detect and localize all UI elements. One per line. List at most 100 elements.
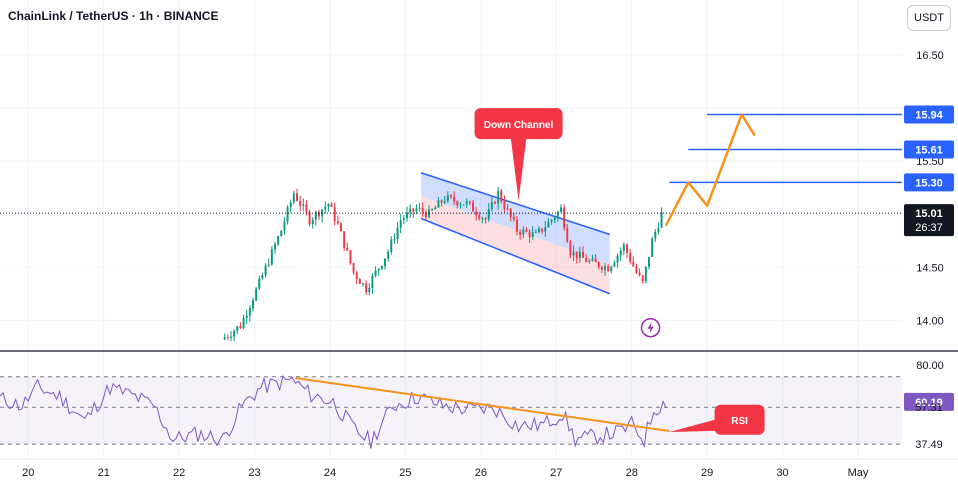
candle-down	[421, 207, 424, 213]
chart-title: ChainLink / TetherUS · 1h · BINANCE	[8, 9, 219, 23]
candle-down	[478, 215, 481, 219]
channel-lower-fill	[421, 195, 610, 294]
candle-up	[371, 275, 374, 288]
channel-upper-line	[420, 172, 610, 236]
candle-up	[644, 266, 647, 282]
candle-down	[541, 228, 544, 232]
candle-down	[412, 208, 415, 212]
down-channel-callout	[474, 108, 563, 140]
projection-line	[665, 113, 756, 227]
level-badge-label: 15.30	[915, 177, 943, 189]
rsi-value-label: 60.19	[915, 397, 943, 409]
last-price-label: 15.01	[915, 208, 943, 220]
candle-down	[333, 206, 336, 222]
candle-up	[572, 251, 575, 256]
candle-down	[585, 257, 588, 263]
candle-up	[245, 315, 248, 318]
candle-up	[258, 278, 261, 289]
candle-up	[443, 200, 446, 203]
candle-down	[519, 231, 522, 235]
candle-up	[321, 209, 324, 217]
axes: 14.00 14.50 15.50 16.50 15.30 15.61 15.94 15.01…	[0, 50, 958, 479]
candle-up	[374, 270, 377, 276]
candle-up	[588, 260, 591, 263]
candle-down	[352, 263, 355, 273]
rsi-level-label: 37.49	[915, 439, 943, 451]
time-axis-label: 20	[22, 467, 34, 479]
candle-up	[314, 211, 317, 220]
candle-down	[594, 258, 597, 263]
candle-up	[393, 239, 396, 241]
candle-up	[292, 193, 295, 203]
candle-down	[566, 227, 569, 242]
candle-down	[597, 262, 600, 268]
candle-up	[622, 244, 625, 251]
level-badge-label: 15.94	[915, 110, 943, 122]
candle-up	[560, 207, 562, 212]
candle-up	[465, 201, 468, 205]
level-badge	[904, 105, 954, 124]
candle-down	[330, 203, 333, 207]
rsi-callout	[714, 404, 765, 435]
candle-up	[267, 264, 270, 266]
candle-up	[553, 217, 556, 220]
candle-down	[563, 207, 566, 228]
time-axis-label: 28	[626, 467, 638, 479]
candle-down	[453, 196, 456, 202]
flash-icon-bolt	[647, 321, 654, 334]
price-axis-label: 16.50	[916, 50, 944, 62]
candle-down	[600, 267, 603, 270]
candle-up	[399, 219, 402, 228]
candle-down	[456, 201, 459, 206]
price-axis-label: 14.50	[916, 262, 944, 274]
candle-up	[550, 219, 553, 222]
candle-down	[503, 201, 506, 209]
candle-down	[638, 272, 641, 276]
rsi-value-badge	[904, 392, 954, 411]
candle-down	[365, 283, 368, 293]
candle-down	[629, 253, 632, 262]
candle-up	[402, 218, 405, 220]
candle-up	[368, 287, 371, 293]
candle-up	[270, 249, 273, 265]
rsi-axis-label: 80.00	[916, 360, 944, 372]
candle-up	[362, 283, 364, 285]
time-axis-label: 23	[248, 467, 260, 479]
candle-down	[516, 219, 518, 232]
candle-up	[274, 244, 276, 250]
candle-up	[230, 336, 232, 338]
candle-up	[390, 239, 393, 252]
candle-down	[506, 208, 509, 210]
rsi-level-label: 57.31	[915, 402, 943, 414]
candle-down	[296, 193, 298, 201]
candle-up	[434, 207, 437, 210]
candle-down	[440, 200, 443, 203]
candle-down	[226, 337, 229, 339]
currency-button[interactable]: USDT	[907, 5, 951, 31]
candle-down	[355, 272, 358, 280]
candle-up	[223, 337, 226, 340]
time-axis-label: 21	[98, 467, 110, 479]
rsi-band	[0, 376, 902, 445]
candle-up	[534, 231, 537, 233]
level-badge	[904, 173, 954, 192]
candle-up	[242, 317, 245, 329]
candle-up	[459, 204, 462, 206]
candle-up	[248, 308, 251, 316]
candle-up	[487, 209, 490, 220]
price-axis-label: 14.00	[916, 315, 944, 327]
candle-up	[490, 202, 493, 210]
rsi-pane	[0, 375, 902, 449]
candle-down	[346, 247, 349, 251]
candle-up	[462, 204, 465, 206]
candle-down	[472, 202, 474, 212]
target-levels	[0, 113, 902, 214]
candle-down	[336, 221, 339, 224]
candle-down	[635, 266, 638, 273]
candle-up	[497, 190, 500, 204]
candle-up	[302, 204, 305, 206]
down-channel	[420, 172, 611, 295]
candle-up	[409, 208, 412, 213]
time-axis-label: 30	[776, 467, 788, 479]
candle-down	[305, 204, 308, 212]
